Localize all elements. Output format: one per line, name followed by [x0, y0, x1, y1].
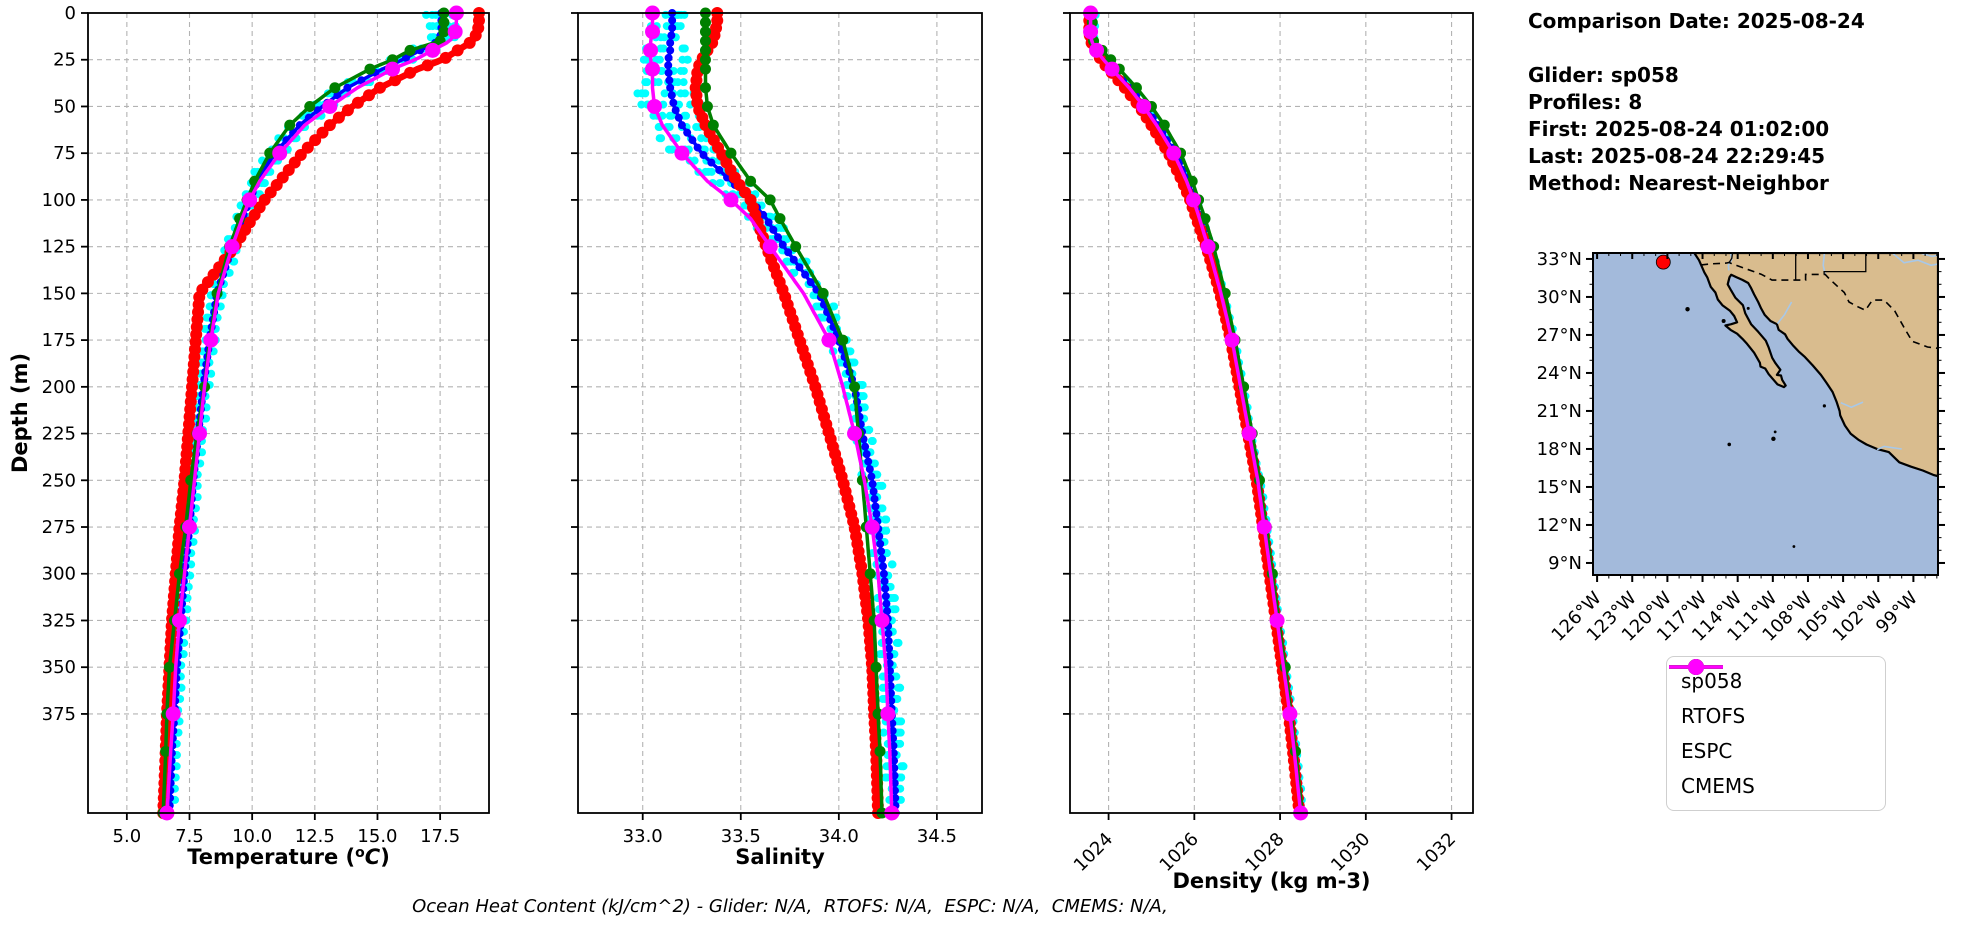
glider-info-lines: Glider: sp058 Profiles: 8 First: 2025-08-2…	[1528, 62, 1976, 197]
temperature-xtick-label: 12.5	[295, 826, 335, 847]
density-axis-label: Density (kg m-3)	[1172, 869, 1370, 893]
salinity-panel: 33.0 33.5 34.0 34.5 Salinity	[571, 5, 983, 869]
salinity-xtick-label: 34.5	[917, 826, 957, 847]
map-island	[1685, 307, 1690, 312]
density-series-ESPC	[1086, 7, 1308, 819]
density-glider-scatter	[1083, 10, 1306, 804]
map-river	[1891, 253, 1938, 267]
temperature-xtick-label: 7.5	[175, 826, 204, 847]
legend-label: RTOFS	[1681, 704, 1746, 728]
depth-tick-label: 200	[42, 377, 76, 398]
info-line-3: Last: 2025-08-24 22:29:45	[1528, 144, 1826, 168]
map-lat-label: 12°N	[1537, 515, 1582, 536]
salinity-xtick-label: 33.5	[721, 826, 761, 847]
info-line-0: Glider: sp058	[1528, 63, 1679, 87]
info-gap	[1528, 35, 1976, 62]
info-panel: Comparison Date: 2025-08-24 Glider: sp05…	[1528, 8, 1976, 197]
salinity-xtick-label: 33.0	[623, 826, 663, 847]
legend: sp058 RTOFS ESPC CMEMS	[1666, 656, 1886, 811]
map-lat-label: 18°N	[1537, 439, 1582, 460]
salinity-series-CMEMS	[643, 5, 900, 821]
map-panel: 33°N30°N27°N24°N21°N18°N15°N12°N9°N126°W…	[1537, 249, 1945, 646]
legend-item-ESPC: ESPC	[1669, 659, 1869, 765]
map-lat-label: 33°N	[1537, 249, 1582, 270]
depth-tick-label: 100	[42, 190, 76, 211]
depth-tick-label: 350	[42, 657, 76, 678]
comparison-date: Comparison Date: 2025-08-24	[1528, 9, 1865, 33]
density-series-CMEMS	[1083, 5, 1309, 821]
map-lat-label: 30°N	[1537, 287, 1582, 308]
map-land	[1693, 253, 1938, 478]
map-lat-label: 24°N	[1537, 363, 1582, 384]
salinity-series-RTOFS	[689, 7, 885, 819]
depth-axis-label: Depth (m)	[8, 353, 32, 473]
depth-tick-label: 225	[42, 424, 76, 445]
map-river	[1876, 445, 1902, 451]
temperature-glider-scatter	[161, 10, 460, 804]
depth-tick-label: 25	[53, 50, 76, 71]
map-lat-label: 15°N	[1537, 477, 1582, 498]
salinity-xtick-label: 34.0	[819, 826, 859, 847]
ohc-caption: Ocean Heat Content (kJ/cm^2) - Glider: N…	[412, 896, 1168, 917]
map-river	[1920, 253, 1938, 258]
depth-tick-label: 75	[53, 143, 76, 164]
salinity-axis-label: Salinity	[735, 845, 825, 869]
info-line-4: Method: Nearest-Neighbor	[1528, 171, 1829, 195]
depth-tick-label: 50	[53, 96, 76, 117]
density-series-sp058	[1087, 9, 1306, 817]
map-lat-label: 9°N	[1548, 553, 1582, 574]
legend-item-CMEMS: CMEMS	[1669, 659, 1869, 800]
depth-tick-label: 0	[65, 3, 76, 24]
temperature-xtick-label: 15.0	[357, 826, 397, 847]
CMEMS-line-sample	[1669, 659, 1723, 675]
temperature-series-RTOFS	[157, 7, 485, 819]
map-island	[1771, 436, 1776, 442]
depth-tick-label: 125	[42, 237, 76, 258]
depth-tick-label: 250	[42, 470, 76, 491]
depth-tick-label: 300	[42, 564, 76, 585]
temperature-axis-label: Temperature (oC)	[187, 845, 390, 869]
map-river	[1776, 301, 1793, 325]
legend-label: ESPC	[1681, 739, 1733, 763]
temperature-xtick-label: 5.0	[113, 826, 142, 847]
temperature-series-CMEMS	[159, 5, 464, 821]
temperature-xtick-label: 17.5	[420, 826, 460, 847]
map-river	[1840, 401, 1864, 409]
density-xtick-label: 1032	[1413, 829, 1460, 876]
map-island	[1822, 404, 1826, 408]
map-island	[1773, 430, 1777, 434]
map-lat-label: 21°N	[1537, 401, 1582, 422]
map-border	[1592, 252, 1939, 576]
map-lon-label: 99°W	[1872, 588, 1922, 638]
info-line-1: Profiles: 8	[1528, 90, 1643, 114]
map-island	[1727, 442, 1732, 447]
depth-tick-label: 375	[42, 704, 76, 725]
density-xtick-label: 1024	[1070, 829, 1117, 876]
map-country-border	[1701, 261, 1938, 350]
map-island	[1792, 545, 1796, 548]
depth-tick-label: 150	[42, 283, 76, 304]
map-island	[1746, 306, 1750, 310]
salinity-series-ESPC	[699, 7, 888, 819]
depth-tick-label: 175	[42, 330, 76, 351]
legend-item-RTOFS: RTOFS	[1669, 659, 1869, 730]
temperature-panel: 5.0 7.5 10.0 12.5 15.0 17.5 0 25 50 75 100 125 150 17…	[8, 3, 490, 869]
map-island	[1721, 319, 1726, 324]
info-line-2: First: 2025-08-24 01:02:00	[1528, 117, 1830, 141]
depth-tick-label: 275	[42, 517, 76, 538]
salinity-glider-scatter	[633, 10, 908, 804]
map-lat-label: 27°N	[1537, 325, 1582, 346]
legend-label: CMEMS	[1681, 774, 1755, 798]
map-state-border	[1823, 253, 1867, 275]
depth-tick-label: 325	[42, 610, 76, 631]
temperature-xtick-label: 10.0	[232, 826, 272, 847]
